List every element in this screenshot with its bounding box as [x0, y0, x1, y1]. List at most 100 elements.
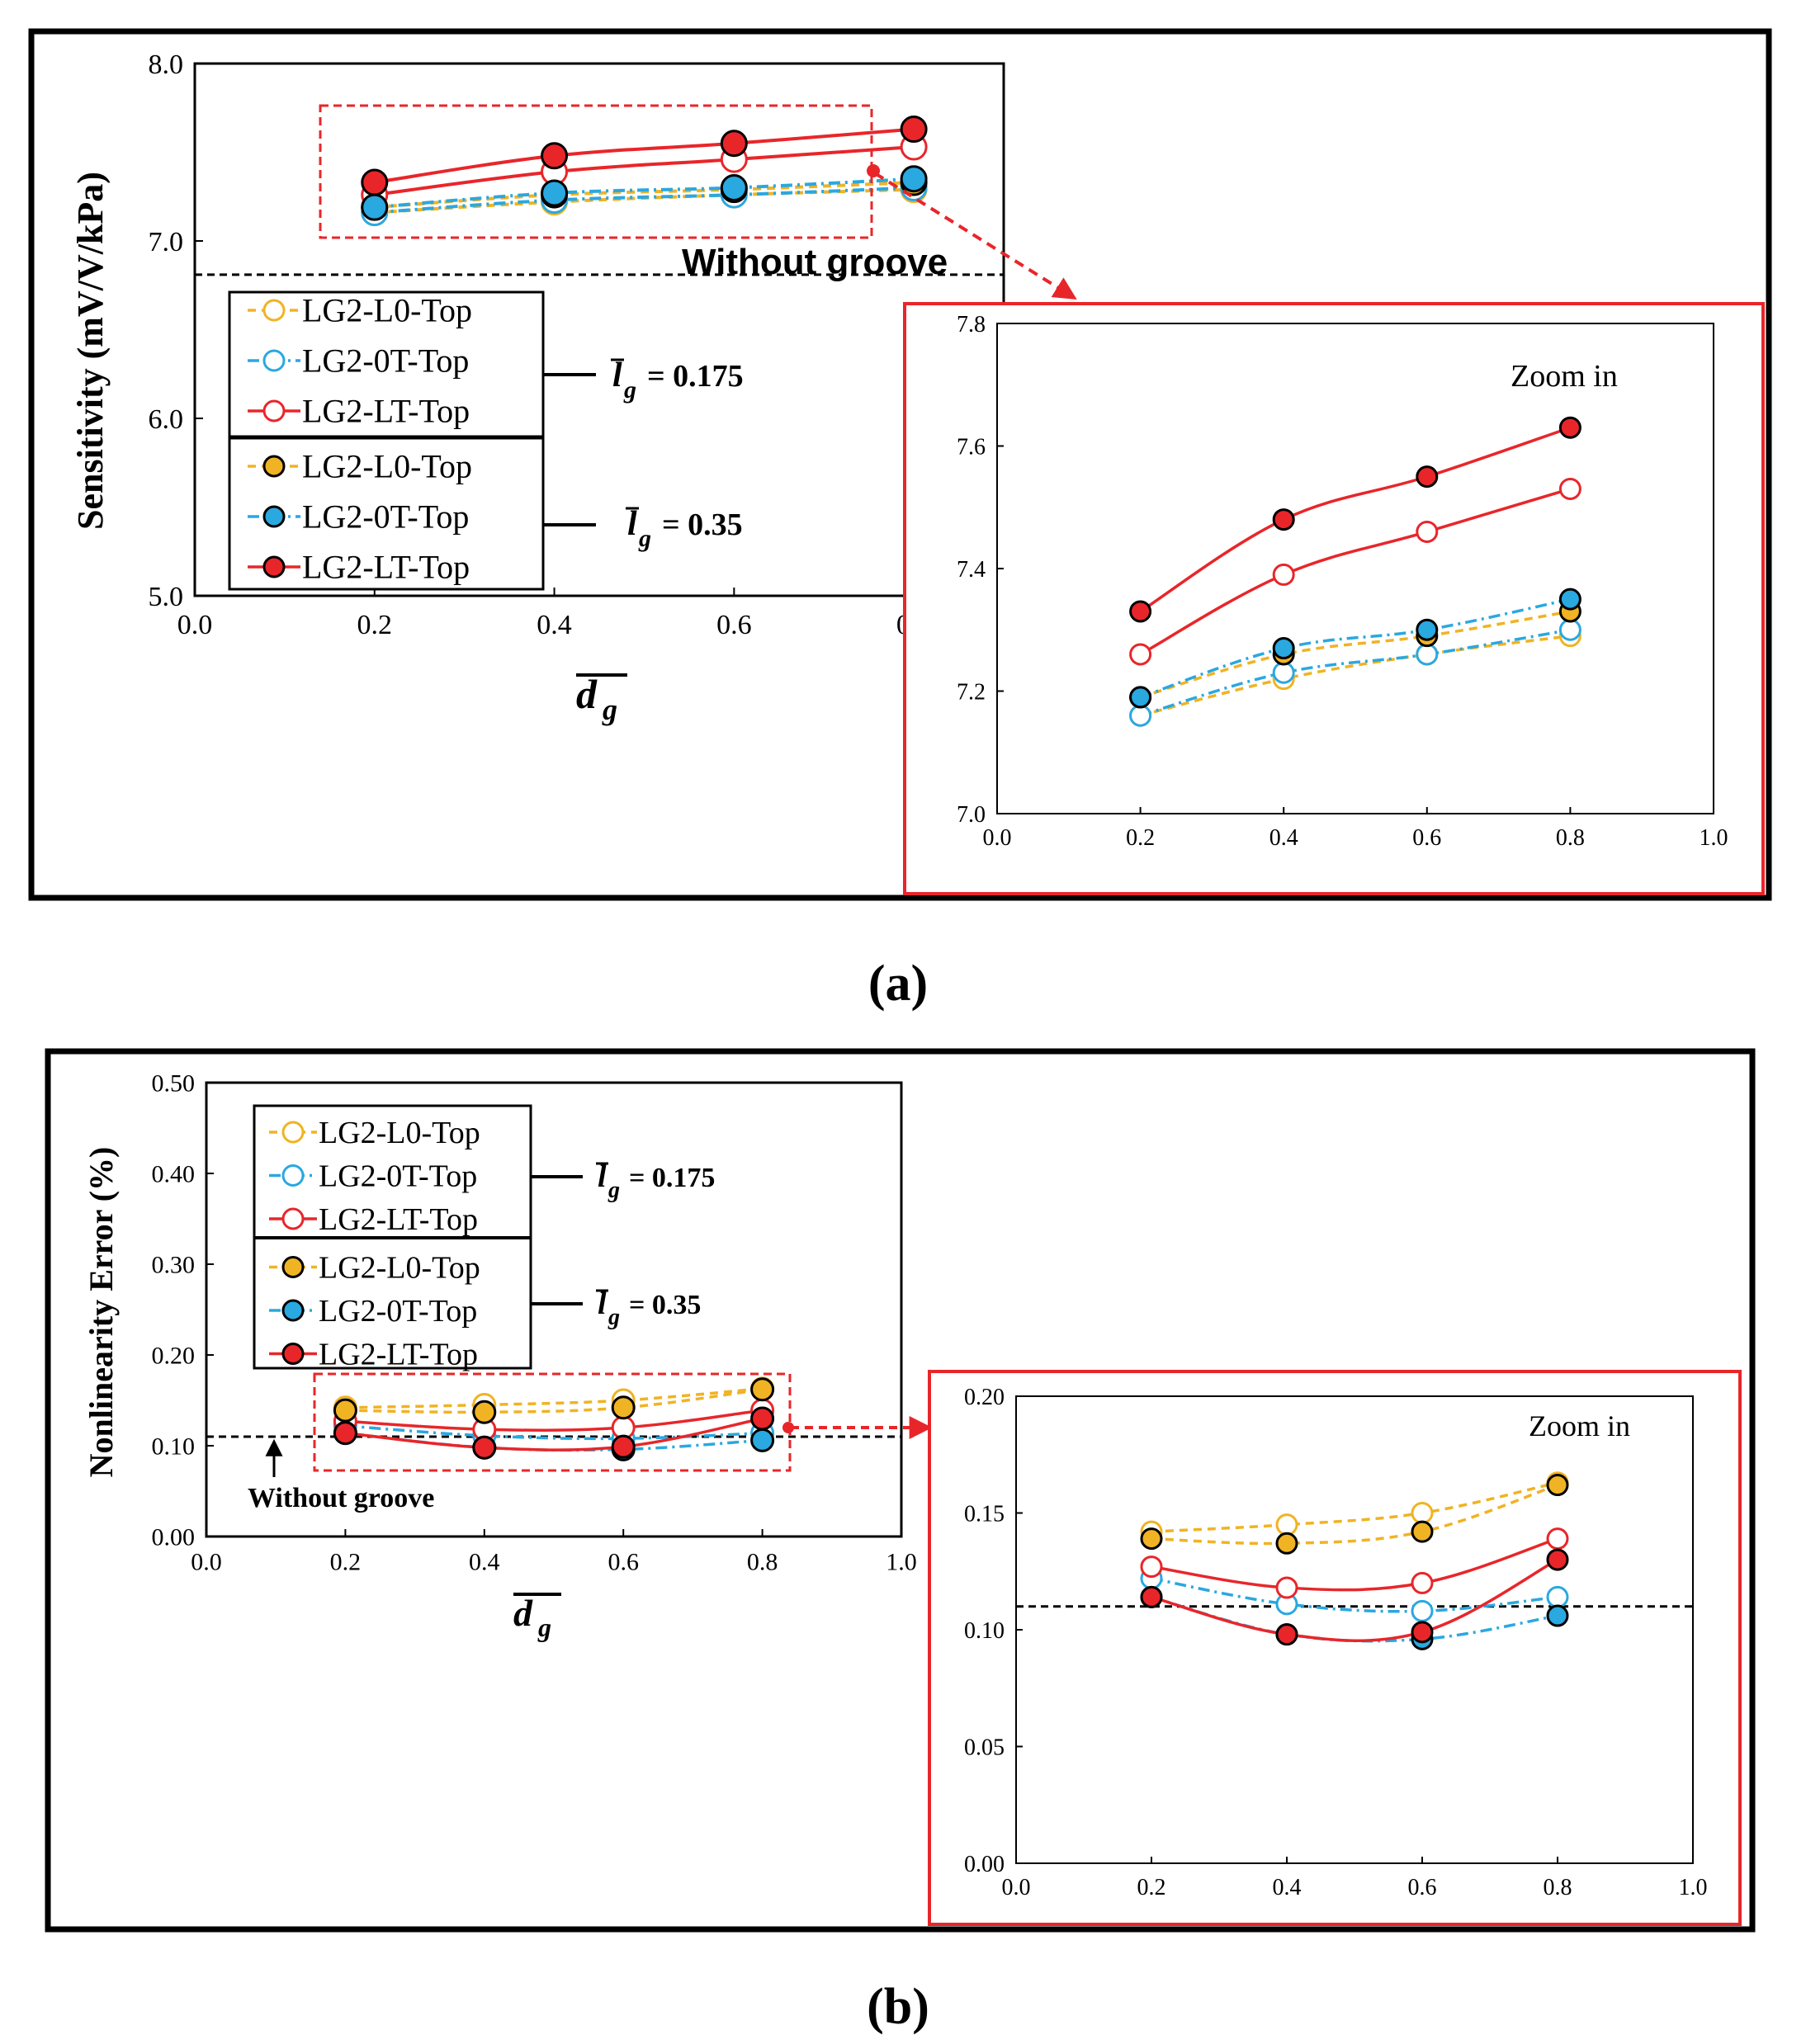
group-label-small: l g = 0.175 — [611, 356, 744, 404]
data-point — [1272, 661, 1295, 684]
x-tick-label: 0.4 — [537, 610, 572, 640]
panel-b-label: (b) — [867, 1979, 929, 2035]
y-tick-label: 7.0 — [957, 802, 986, 828]
legend-swatch-marker — [281, 1256, 305, 1278]
x-axis-title-main: d — [513, 1592, 533, 1634]
legend-swatch-marker — [281, 1121, 305, 1144]
zoom-frame — [928, 1370, 1742, 1926]
series-group — [333, 1376, 775, 1461]
series-line — [1139, 487, 1571, 656]
data-point — [1272, 637, 1295, 660]
group-label-large-value: = 0.35 — [662, 507, 743, 542]
series-line — [1151, 1537, 1558, 1592]
legend-swatch-marker — [262, 455, 286, 478]
legend-swatch-marker — [281, 1343, 305, 1365]
data-point — [1411, 1599, 1434, 1622]
panel-a-label: (a) — [868, 956, 928, 1012]
zoom-pointer-dot — [782, 1422, 794, 1433]
legend-items: LG2-L0-Top LG2-0T-Top LG2-LT-Top LG2-L0-Top… — [269, 1116, 480, 1371]
data-point — [1416, 520, 1439, 543]
data-point — [1129, 600, 1152, 623]
data-point — [1140, 1585, 1163, 1608]
series-line — [345, 1386, 763, 1409]
data-point — [541, 179, 569, 207]
x-tick-label: 0.4 — [469, 1549, 500, 1576]
y-tick-label: 0.30 — [152, 1252, 196, 1279]
group-label-small-sub: g — [608, 1178, 620, 1203]
y-tick-label: 0.10 — [152, 1433, 196, 1461]
series-group — [1140, 1471, 1569, 1650]
x-tick-label: 0.8 — [1544, 1875, 1572, 1900]
sensitivity-main-chart: 0.00.20.40.60.85.06.07.08.0 Sensitivity … — [70, 50, 1077, 726]
x-tick-label: 1.0 — [1679, 1875, 1708, 1900]
series-line — [374, 127, 915, 185]
series-group — [361, 116, 928, 227]
zoom-frame — [903, 302, 1765, 895]
x-tick-label: 0.2 — [1137, 1875, 1166, 1900]
data-point — [1411, 1520, 1434, 1543]
data-point — [750, 1428, 775, 1452]
legend-box — [228, 290, 545, 591]
series-line — [345, 1388, 763, 1414]
panel-b: 0.0 0.2 0.4 0.6 0.8 1.0 0.00 0.10 0.20 0.30 0.40 0.… — [45, 1048, 1756, 2035]
data-point — [1411, 1502, 1434, 1524]
x-tick-label: 1.0 — [886, 1549, 917, 1576]
data-point — [1140, 1555, 1163, 1579]
data-point — [720, 174, 748, 201]
x-axis-title-main: d — [576, 671, 598, 717]
y-tick-label: 0.10 — [964, 1618, 1005, 1644]
series-line — [1140, 597, 1571, 699]
y-tick-label: 0.00 — [152, 1524, 196, 1551]
data-point — [1558, 588, 1581, 611]
data-point — [1129, 643, 1152, 666]
legend-label: LG2-LT-Top — [302, 393, 470, 430]
legend-label: LG2-0T-Top — [319, 1294, 477, 1329]
y-tick-label: 8.0 — [149, 50, 184, 80]
series-line — [1140, 634, 1571, 717]
data-point — [1416, 465, 1439, 489]
x-tick-label: 0.0 — [983, 825, 1012, 851]
legend-swatch-marker — [262, 555, 286, 578]
series-line — [1151, 1558, 1558, 1643]
series-line — [374, 181, 915, 210]
group-label-small-l: l — [598, 1159, 607, 1194]
group-label-large-sub: g — [608, 1305, 620, 1330]
data-point — [900, 116, 928, 144]
group-label-small-value: = 0.175 — [647, 359, 744, 394]
data-point — [900, 165, 928, 193]
data-point — [541, 142, 569, 170]
series-line — [1139, 426, 1571, 613]
x-tick-label: 0.2 — [330, 1549, 362, 1576]
legend-swatch-marker — [262, 399, 286, 422]
x-tick-label: 0.2 — [357, 610, 393, 640]
y-tick-label: 7.0 — [149, 227, 184, 257]
data-point — [1275, 1576, 1298, 1599]
x-tick-label: 0.6 — [1412, 825, 1441, 851]
data-point — [1275, 1623, 1298, 1646]
data-point — [1558, 477, 1581, 500]
series-line — [345, 1424, 763, 1441]
data-point — [1546, 1604, 1569, 1627]
x-tick-label: 0.6 — [716, 610, 752, 640]
group-label-small-l: l — [612, 356, 622, 394]
legend-label: LG2-LT-Top — [319, 1337, 478, 1371]
x-axis-title: d g — [513, 1592, 561, 1642]
zoom-title: Zoom in — [1511, 359, 1618, 394]
sensitivity-zoom-chart: 0.0 0.2 0.4 0.6 0.8 1.0 7.0 7.2 7.4 7.6 7.8 Zoom i… — [903, 302, 1765, 895]
data-point — [1546, 1527, 1569, 1551]
x-tick-label: 0.8 — [747, 1549, 778, 1576]
panel-a: 0.0 0.2 0.4 0.6 0.8 5.0 6.0 7.0 8.0 Sensitivity … — [28, 28, 1772, 1012]
data-point — [1129, 704, 1152, 727]
legend-label: LG2-LT-Top — [319, 1202, 478, 1237]
data-point — [1546, 1585, 1569, 1608]
group-label-large: l g = 0.35 — [596, 1286, 701, 1330]
data-point — [361, 193, 389, 221]
group-label-large-l: l — [598, 1286, 607, 1321]
zoom-region-highlight — [319, 104, 873, 239]
data-point — [1275, 1513, 1298, 1537]
nonlinearity-main-chart: 0.0 0.2 0.4 0.6 0.8 1.0 0.00 0.10 0.20 0.30 0.40 0.… — [83, 1070, 933, 1642]
data-point — [1272, 563, 1295, 586]
y-tick-label: 0.05 — [964, 1735, 1005, 1760]
data-point — [1416, 618, 1439, 641]
